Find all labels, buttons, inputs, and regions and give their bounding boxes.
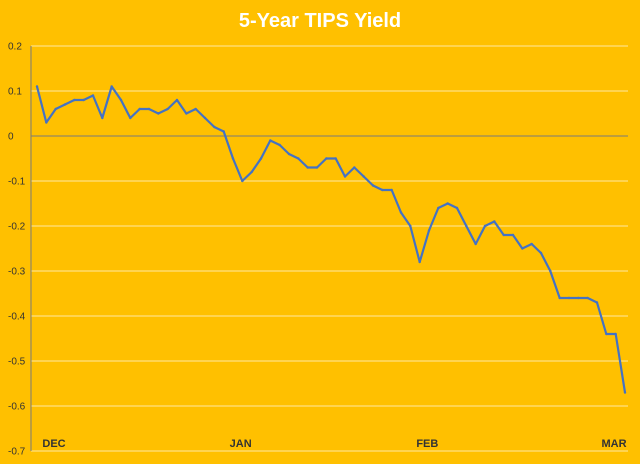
y-axis-tick-labels: 0.2 0.1 0 -0.1 -0.2 -0.3 -0.4 -0.5 -0.6 -0.7 (8, 42, 26, 458)
gridlines (31, 45, 628, 452)
axes (30, 46, 628, 451)
data-point (558, 296, 561, 300)
data-point (390, 188, 393, 192)
data-point (222, 130, 225, 133)
data-point (241, 179, 244, 183)
data-point (231, 157, 235, 160)
data-point (437, 206, 440, 210)
data-point (362, 175, 365, 178)
data-point (474, 242, 477, 246)
x-month-label: MAR (601, 438, 626, 450)
data-point (54, 107, 57, 111)
y-tick-label: 0 (8, 132, 14, 143)
data-point (577, 296, 580, 300)
data-point (353, 166, 356, 169)
chart-title: 5-Year TIPS Yield (239, 10, 401, 32)
data-point (539, 251, 543, 255)
data-point (511, 233, 515, 237)
data-point (605, 332, 608, 336)
data-point (157, 112, 160, 115)
data-point (213, 125, 216, 129)
data-point (343, 175, 347, 178)
data-point (409, 224, 412, 228)
y-tick-label: -0.1 (8, 177, 26, 188)
data-point (586, 296, 589, 300)
data-point (306, 166, 309, 169)
data-point (278, 143, 281, 147)
x-month-label: DEC (42, 438, 65, 450)
data-point (595, 301, 599, 304)
data-point (614, 332, 617, 336)
y-tick-label: -0.7 (8, 447, 26, 458)
data-point (259, 157, 263, 160)
data-point (203, 116, 207, 120)
series-layer (35, 85, 627, 394)
data-point (91, 94, 95, 97)
data-point (502, 233, 505, 237)
data-point (129, 116, 132, 120)
data-point (521, 247, 524, 250)
data-point (185, 112, 188, 115)
data-point (269, 139, 272, 142)
y-tick-label: -0.2 (8, 222, 26, 233)
y-tick-label: -0.6 (8, 402, 26, 413)
data-point (567, 296, 571, 300)
data-point (138, 107, 141, 111)
data-point (493, 220, 496, 223)
data-point (530, 242, 533, 246)
data-point (45, 121, 48, 124)
y-tick-label: -0.5 (8, 357, 26, 368)
x-month-label: JAN (230, 438, 252, 450)
data-point (325, 157, 328, 160)
data-point (147, 107, 151, 111)
data-point (82, 98, 85, 102)
data-point (483, 224, 487, 228)
y-tick-label: 0.2 (8, 42, 22, 53)
data-point (465, 224, 468, 228)
data-point (315, 166, 319, 169)
y-tick-label: -0.3 (8, 267, 26, 278)
data-point (399, 211, 403, 214)
data-point (549, 269, 552, 273)
y-tick-label: 0.1 (8, 87, 22, 98)
data-point (35, 85, 39, 88)
data-point (175, 98, 179, 102)
data-point (110, 85, 113, 88)
data-point (371, 184, 375, 187)
y-tick-label: -0.4 (8, 312, 26, 323)
data-point (334, 157, 337, 160)
x-axis-month-labels: DEC JAN FEB MAR (42, 438, 626, 450)
data-point (427, 229, 431, 232)
data-point (101, 116, 104, 120)
data-point (287, 152, 291, 156)
data-point (166, 107, 169, 111)
data-point (73, 98, 76, 102)
data-point (455, 206, 459, 210)
data-point (446, 202, 449, 205)
x-month-label: FEB (416, 438, 438, 450)
data-point (194, 107, 197, 111)
data-point (119, 98, 123, 102)
data-point (381, 188, 384, 192)
data-point (250, 170, 253, 174)
series-line (35, 85, 627, 394)
data-point (623, 391, 627, 394)
data-point (418, 260, 421, 264)
data-point (297, 157, 300, 160)
data-point (63, 103, 67, 106)
